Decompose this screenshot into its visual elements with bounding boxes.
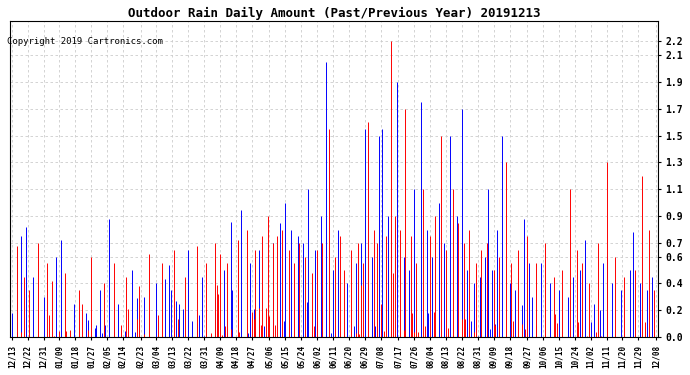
Title: Outdoor Rain Daily Amount (Past/Previous Year) 20191213: Outdoor Rain Daily Amount (Past/Previous… xyxy=(128,7,540,20)
Text: Copyright 2019 Cartronics.com: Copyright 2019 Cartronics.com xyxy=(7,38,163,46)
